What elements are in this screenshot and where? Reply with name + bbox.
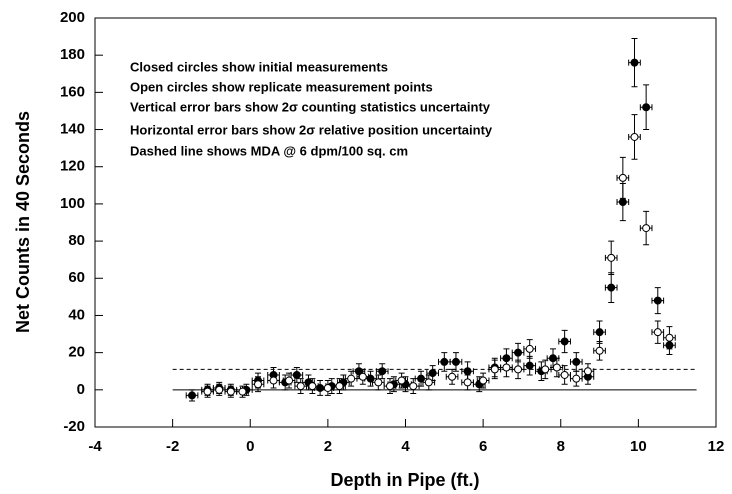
- data-point: [479, 376, 488, 385]
- data-point: [525, 344, 534, 353]
- annotation: Closed circles show initial measurements: [130, 59, 388, 74]
- y-tick-label: 140: [60, 121, 85, 138]
- x-tick-label: 12: [708, 438, 725, 455]
- data-point: [618, 198, 627, 207]
- annotation: Horizontal error bars show 2σ relative p…: [130, 122, 493, 137]
- x-tick-label: 6: [479, 438, 487, 455]
- data-point: [560, 370, 569, 379]
- data-point: [366, 374, 375, 383]
- data-point: [514, 348, 523, 357]
- data-point: [451, 357, 460, 366]
- data-point: [642, 103, 651, 112]
- x-axis-title: Depth in Pipe (ft.): [331, 470, 480, 490]
- y-tick-label: 80: [68, 232, 85, 249]
- data-point: [335, 382, 344, 391]
- data-point: [417, 374, 426, 383]
- annotation: Dashed line shows MDA @ 6 dpm/100 sq. cm: [130, 143, 408, 158]
- data-point: [525, 361, 534, 370]
- data-point: [448, 372, 457, 381]
- data-point: [642, 224, 651, 233]
- x-tick-label: 4: [401, 438, 410, 455]
- data-point: [358, 372, 367, 381]
- data-point: [607, 283, 616, 292]
- data-point: [188, 391, 197, 400]
- data-point: [607, 253, 616, 262]
- data-point: [428, 369, 437, 378]
- y-tick-label: 20: [68, 344, 85, 361]
- data-point: [653, 328, 662, 337]
- data-point: [572, 357, 581, 366]
- data-point: [385, 382, 394, 391]
- data-point: [552, 363, 561, 372]
- data-point: [583, 367, 592, 376]
- data-point: [226, 387, 235, 396]
- data-point: [285, 376, 294, 385]
- data-point: [618, 173, 627, 182]
- data-point: [595, 346, 604, 355]
- data-point: [630, 132, 639, 141]
- data-point: [203, 387, 212, 396]
- data-point: [572, 374, 581, 383]
- data-point: [440, 357, 449, 366]
- x-tick-label: 8: [557, 438, 565, 455]
- x-tick-label: -2: [166, 438, 179, 455]
- data-point: [490, 365, 499, 374]
- y-tick-label: 100: [60, 195, 85, 212]
- data-point: [665, 333, 674, 342]
- data-point: [514, 365, 523, 374]
- data-point: [378, 367, 387, 376]
- y-tick-label: 160: [60, 83, 85, 100]
- x-tick-label: 10: [630, 438, 647, 455]
- x-tick-label: 2: [324, 438, 332, 455]
- data-point: [269, 376, 278, 385]
- annotation: Open circles show replicate measurement …: [130, 79, 433, 94]
- data-point: [308, 382, 317, 391]
- y-tick-label: 40: [68, 306, 85, 323]
- data-point: [254, 380, 263, 389]
- x-tick-label: -4: [88, 438, 102, 455]
- y-tick-label: 180: [60, 46, 85, 63]
- data-point: [630, 58, 639, 67]
- data-point: [296, 382, 305, 391]
- data-point: [397, 376, 406, 385]
- y-tick-label: 0: [77, 381, 85, 398]
- x-tick-label: 0: [246, 438, 254, 455]
- data-point: [374, 378, 383, 387]
- data-point: [323, 383, 332, 392]
- y-tick-label: -20: [63, 418, 85, 435]
- data-point: [560, 337, 569, 346]
- y-tick-label: 200: [60, 9, 85, 26]
- y-tick-label: 60: [68, 269, 85, 286]
- data-point: [463, 367, 472, 376]
- data-point: [595, 328, 604, 337]
- data-point: [541, 365, 550, 374]
- annotation: Vertical error bars show 2σ counting sta…: [130, 99, 491, 114]
- y-axis-title: Net Counts in 40 Seconds: [13, 111, 33, 333]
- data-point: [292, 370, 301, 379]
- data-point: [215, 385, 224, 394]
- data-point: [502, 363, 511, 372]
- data-point: [238, 387, 247, 396]
- data-point: [463, 378, 472, 387]
- data-point: [409, 382, 418, 391]
- y-tick-label: 120: [60, 158, 85, 175]
- data-point: [653, 296, 662, 305]
- data-point: [347, 374, 356, 383]
- data-point: [424, 378, 433, 387]
